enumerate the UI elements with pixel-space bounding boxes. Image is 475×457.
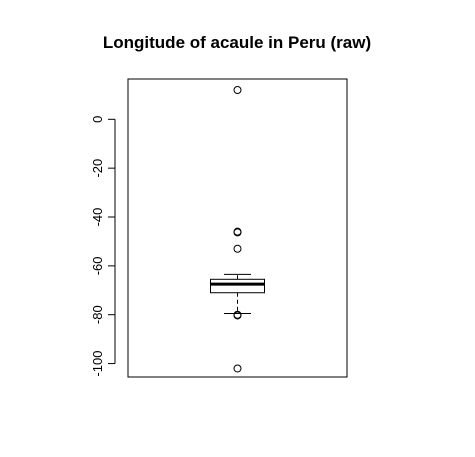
- outlier-points: [233, 85, 242, 373]
- y-tick-label: 0: [90, 116, 105, 123]
- y-axis-ticks: 0 -20 -40 -60 -80 -100: [90, 116, 115, 377]
- y-tick-label: -60: [90, 256, 105, 275]
- y-tick-label: -40: [90, 208, 105, 227]
- outlier-point: [233, 85, 242, 94]
- outlier-point: [233, 311, 242, 320]
- outlier-point: [233, 244, 242, 253]
- plot-frame: [127, 78, 348, 378]
- y-tick-label: -80: [90, 305, 105, 324]
- outlier-point: [233, 364, 242, 373]
- iqr-box: [210, 278, 265, 294]
- y-tick-label: -20: [90, 159, 105, 178]
- box-group: [210, 273, 265, 314]
- outlier-point: [233, 228, 242, 237]
- y-tick-label: -100: [90, 351, 105, 377]
- chart-title: Longitude of acaule in Peru (raw): [103, 33, 371, 52]
